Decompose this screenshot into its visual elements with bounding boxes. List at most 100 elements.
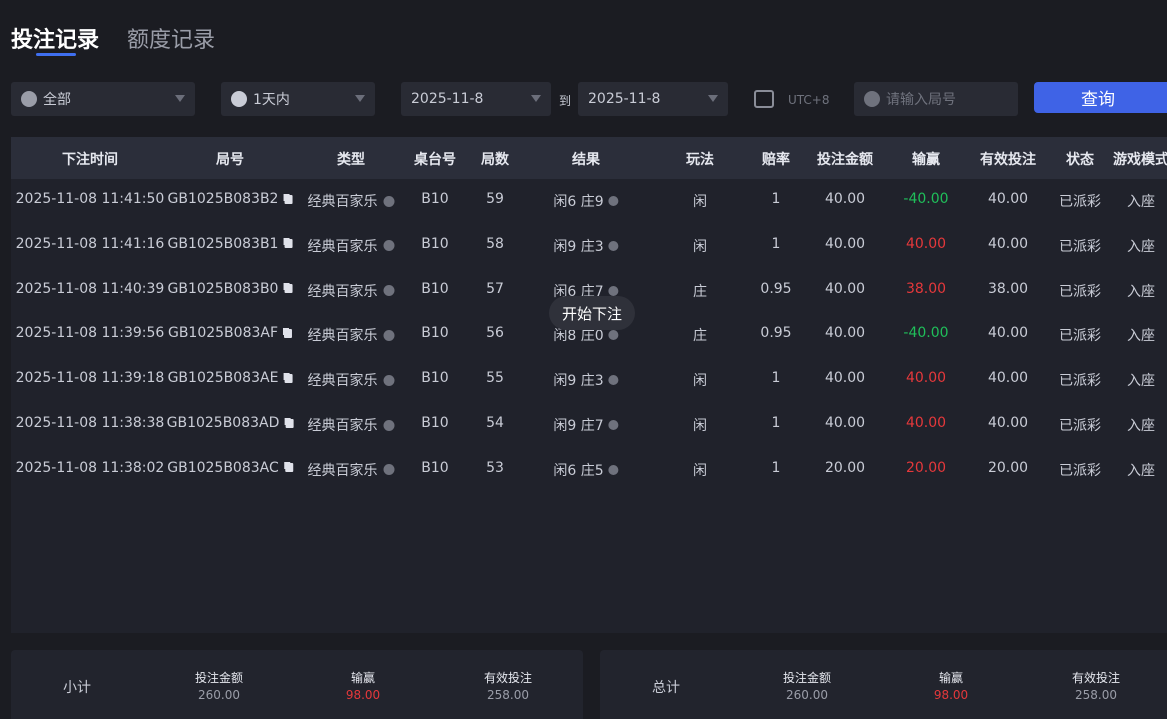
table-cell: 57: [486, 281, 504, 297]
to-label: 到: [559, 94, 572, 108]
tab-active[interactable]: 投注记录: [11, 28, 100, 53]
table-cell: 闲: [693, 370, 707, 390]
type-icon: [383, 195, 395, 207]
search-button[interactable]: 查询: [1034, 82, 1167, 113]
summary-key: 有效投注: [483, 671, 533, 685]
cell-text: 已派彩: [1059, 418, 1101, 434]
table-cell: 经典百家乐: [308, 460, 395, 480]
cell-text: 59: [486, 191, 504, 207]
range-select[interactable]: 1天内: [221, 82, 375, 116]
cell-text: 闲: [693, 373, 707, 390]
copy-icon: [285, 418, 294, 428]
cell-text: 54: [486, 415, 504, 431]
cell-text: 20.00: [905, 459, 947, 476]
table-cell: 庄: [693, 325, 707, 345]
round-input[interactable]: 请输入局号: [854, 82, 1018, 116]
table-cell: 经典百家乐: [308, 325, 395, 345]
table-cell: 闲: [693, 191, 707, 211]
cell-text: 已派彩: [1059, 373, 1101, 390]
table-cell: 54: [486, 415, 504, 431]
summary-value: 258.00: [1075, 688, 1117, 702]
icon: [864, 91, 880, 107]
select-value: 1天内: [253, 92, 290, 108]
info-icon: [608, 285, 619, 296]
cell-text: 40.00: [987, 415, 1029, 431]
table-cell: 2025-11-08 11:38:02: [16, 460, 165, 476]
end-date[interactable]: 2025-11-8: [578, 82, 728, 116]
cell-text: 0.95: [760, 280, 792, 297]
cell-text: 55: [486, 370, 504, 387]
table-cell: 庄: [693, 281, 707, 301]
cell-text: 入座: [1127, 283, 1155, 300]
summary-value: 260.00: [786, 688, 828, 702]
cell-text: 40.00: [905, 235, 947, 252]
table-cell: 闲: [693, 415, 707, 435]
tab[interactable]: 额度记录: [127, 28, 216, 53]
table-cell: 0.95: [760, 281, 791, 297]
column-header: 玩法: [686, 152, 714, 168]
table-cell: 已派彩: [1059, 281, 1101, 301]
summary-key: 有效投注: [1071, 671, 1121, 685]
type-icon: [383, 329, 395, 341]
cell-text: 入座: [1127, 194, 1155, 210]
table-cell: B10: [421, 460, 448, 476]
type-icon: [383, 240, 395, 252]
calendar-icon[interactable]: [754, 90, 774, 108]
table-cell: 55: [486, 370, 504, 386]
table-cell: 38.00: [988, 281, 1028, 297]
cell-text: 53: [486, 459, 504, 476]
table-cell: 入座: [1127, 236, 1155, 256]
cell-text: 2025-11-08 11:39:18: [15, 370, 165, 387]
cell-text: 40.00: [824, 235, 866, 252]
cell-text: 40.00: [905, 370, 947, 387]
table-body: 下注时间 局号 类型 桌台号 局数 结果 玩法 赔率 投注金额 输赢 有效投注 状态 游戏模式 2025-…: [0, 137, 1167, 633]
table-cell: 闲: [693, 236, 707, 256]
cell-text: 40.00: [824, 415, 866, 431]
caret: [175, 95, 185, 102]
column-header: 下注时间: [62, 152, 118, 168]
cell-text: -40.00: [903, 325, 949, 342]
table-cell: 闲6 庄5: [553, 460, 619, 480]
summary-value: 260.00: [198, 688, 240, 702]
table-cell: GB1025B083AC: [167, 460, 293, 476]
table-cell: 40.00: [825, 281, 865, 297]
total-panel: 总计 投注金额 260.00 输赢 98.00 有效投注 258.00: [600, 650, 1167, 719]
table-cell: 40.00: [825, 325, 865, 341]
cell-text: 2025-11-08 11:38:02: [15, 459, 165, 476]
table-cell: 1: [772, 236, 781, 252]
cell-text: 庄: [693, 328, 707, 345]
table-cell: B10: [421, 325, 448, 341]
cell-text: 经典百家乐: [307, 462, 378, 479]
table-cell: 38.00: [906, 281, 946, 297]
table-cell: 闲6 庄7: [553, 281, 619, 301]
table-cell: 入座: [1127, 191, 1155, 211]
table-cell: 40.00: [906, 236, 946, 252]
cell-text: GB1025B083B0: [167, 280, 279, 297]
table-cell: 2025-11-08 11:39:56: [16, 325, 165, 341]
cell-text: 闲: [693, 238, 707, 255]
copy-icon: [284, 328, 293, 338]
info-icon: [608, 196, 619, 206]
cell-text: 经典百家乐: [307, 328, 378, 345]
type-icon: [383, 419, 395, 431]
cell-text: 2025-11-08 11:41:16: [15, 235, 165, 252]
column-header: 有效投注: [980, 152, 1036, 168]
info-icon: [608, 375, 619, 386]
cell-text: 40.00: [905, 415, 947, 431]
cell-text: 已派彩: [1059, 238, 1101, 255]
caret: [355, 95, 365, 102]
cell-text: 经典百家乐: [307, 238, 378, 255]
game-select[interactable]: 全部: [11, 82, 195, 116]
table-cell: 59: [486, 191, 504, 207]
summary-label: 小计: [63, 680, 91, 696]
cell-text: 经典百家乐: [307, 373, 378, 390]
summary-value: 258.00: [487, 688, 529, 702]
cell-text: 20.00: [987, 459, 1029, 476]
table-cell: -40.00: [903, 191, 948, 207]
start-date[interactable]: 2025-11-8: [401, 82, 551, 116]
table-cell: 已派彩: [1059, 370, 1101, 390]
table-cell: B10: [421, 236, 448, 252]
cell-text: 2025-11-08 11:40:39: [15, 280, 165, 297]
summary-key: 输赢: [350, 671, 376, 685]
